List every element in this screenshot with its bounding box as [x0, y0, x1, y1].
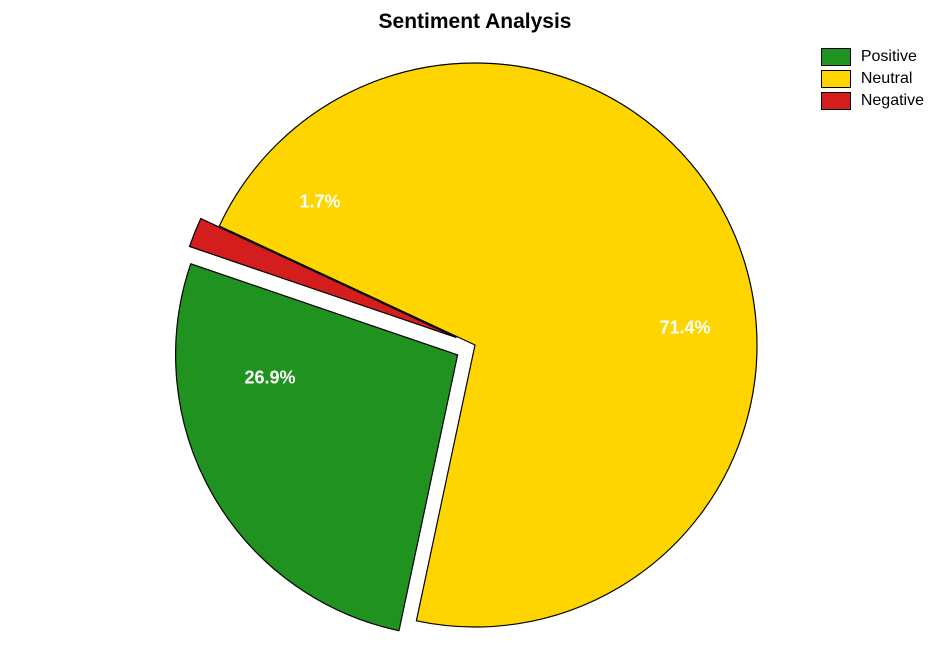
legend: Positive Neutral Negative — [821, 48, 924, 114]
legend-swatch — [821, 70, 851, 88]
slice-label-neutral: 71.4% — [659, 318, 710, 339]
legend-item-positive: Positive — [821, 48, 924, 66]
legend-swatch — [821, 92, 851, 110]
legend-label: Neutral — [861, 70, 913, 88]
legend-swatch — [821, 48, 851, 66]
slice-label-negative: 1.7% — [299, 192, 340, 213]
pie-chart: 26.9% 71.4% 1.7% — [175, 60, 775, 640]
legend-item-negative: Negative — [821, 92, 924, 110]
chart-title: Sentiment Analysis — [0, 10, 950, 34]
legend-label: Positive — [861, 48, 917, 66]
legend-label: Negative — [861, 92, 924, 110]
slice-label-positive: 26.9% — [244, 368, 295, 389]
legend-item-neutral: Neutral — [821, 70, 924, 88]
